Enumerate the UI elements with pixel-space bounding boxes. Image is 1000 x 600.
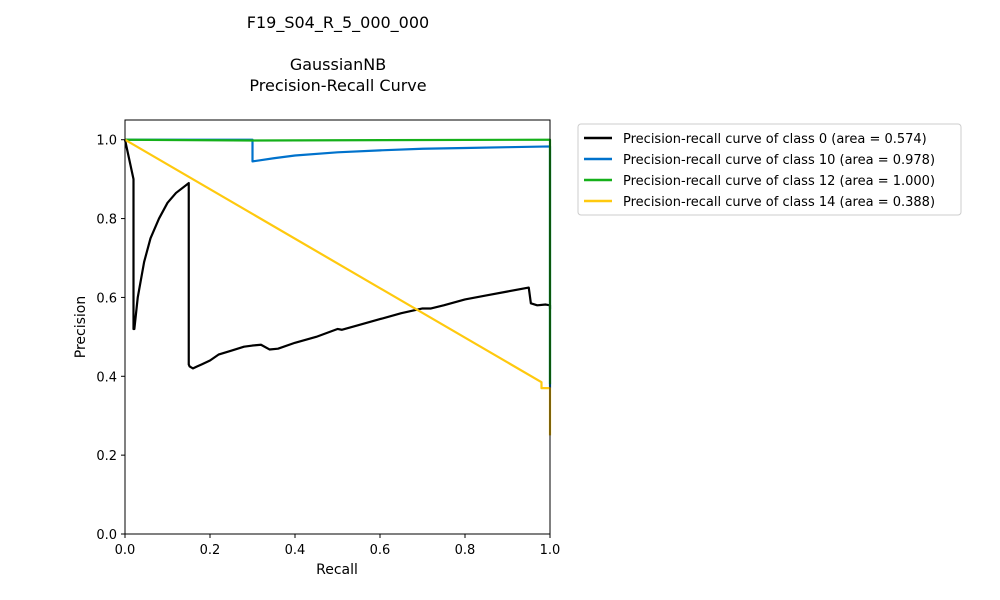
series-line-1 xyxy=(125,138,552,389)
x-tick-label-0: 0.0 xyxy=(115,543,136,558)
x-axis-ticks: 0.0 0.2 0.4 0.6 0.8 1.0 xyxy=(115,534,561,558)
y-tick-label-2: 0.4 xyxy=(96,370,117,385)
x-tick-label-1: 0.2 xyxy=(200,543,221,558)
y-tick-label-3: 0.6 xyxy=(96,291,117,306)
y-tick-label-1: 0.2 xyxy=(96,449,117,464)
legend-frame xyxy=(577,123,962,216)
chart-title-line-4: Precision-Recall Curve xyxy=(249,76,426,95)
y-tick-label-4: 0.8 xyxy=(96,213,117,228)
y-tick-label-5: 1.0 xyxy=(96,134,117,149)
y-axis-ticks: 0.0 0.2 0.4 0.6 0.8 1.0 xyxy=(96,134,125,543)
x-tick-label-3: 0.6 xyxy=(370,543,391,558)
legend: Precision-recall curve of class 0 (area … xyxy=(577,123,962,216)
x-axis-label: Recall xyxy=(316,562,358,578)
y-axis-label: Precision xyxy=(73,296,89,358)
legend-label-0: Precision-recall curve of class 0 (area … xyxy=(623,132,927,147)
chart-title-line-3: GaussianNB xyxy=(290,55,386,74)
legend-entries: Precision-recall curve of class 0 (area … xyxy=(584,132,935,210)
x-tick-label-4: 0.8 xyxy=(455,543,476,558)
chart-title-line-1: F19_S04_R_5_000_000 xyxy=(247,13,429,33)
x-tick-label-2: 0.4 xyxy=(285,543,306,558)
x-tick-label-5: 1.0 xyxy=(540,543,561,558)
series-line-0 xyxy=(123,139,552,370)
legend-label-3: Precision-recall curve of class 14 (area… xyxy=(623,195,935,210)
plot-area-frame xyxy=(124,119,551,535)
legend-label-1: Precision-recall curve of class 10 (area… xyxy=(623,153,935,168)
legend-label-2: Precision-recall curve of class 12 (area… xyxy=(623,174,935,189)
y-tick-label-0: 0.0 xyxy=(96,528,117,543)
